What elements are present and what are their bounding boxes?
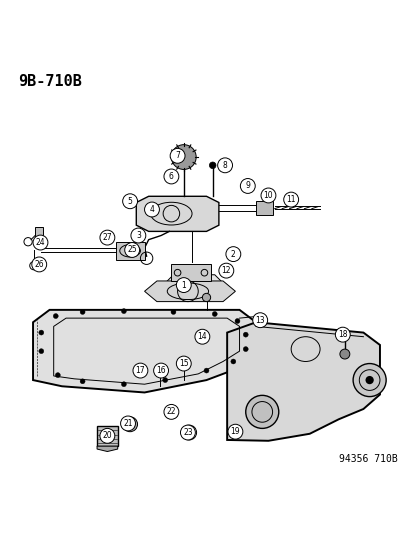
Text: 25: 25 — [127, 246, 137, 254]
Circle shape — [228, 424, 242, 439]
Text: 11: 11 — [286, 195, 295, 204]
Text: 6: 6 — [169, 172, 173, 181]
Circle shape — [218, 263, 233, 278]
Text: 16: 16 — [156, 366, 166, 375]
Circle shape — [55, 373, 60, 377]
Text: 18: 18 — [337, 330, 347, 339]
Text: 9: 9 — [245, 181, 249, 190]
Circle shape — [171, 310, 176, 314]
Circle shape — [80, 310, 85, 314]
Circle shape — [124, 243, 139, 257]
Circle shape — [209, 162, 216, 168]
Circle shape — [80, 379, 85, 384]
Text: 10: 10 — [263, 191, 273, 200]
Circle shape — [122, 417, 137, 432]
Text: 13: 13 — [255, 316, 264, 325]
Text: 23: 23 — [183, 428, 192, 437]
Text: 3: 3 — [135, 231, 140, 240]
Circle shape — [53, 313, 58, 319]
Circle shape — [365, 376, 373, 384]
Circle shape — [120, 416, 135, 431]
Text: 17: 17 — [135, 366, 145, 375]
Polygon shape — [97, 446, 117, 451]
Text: 21: 21 — [123, 419, 133, 428]
Circle shape — [352, 364, 385, 397]
Circle shape — [144, 202, 159, 217]
Circle shape — [212, 311, 217, 317]
Polygon shape — [33, 310, 256, 392]
Circle shape — [133, 363, 147, 378]
Circle shape — [176, 356, 191, 371]
Text: 14: 14 — [197, 332, 206, 341]
Circle shape — [164, 169, 178, 184]
Text: 12: 12 — [221, 266, 230, 275]
Circle shape — [100, 429, 114, 443]
Text: 15: 15 — [178, 359, 188, 368]
Circle shape — [243, 332, 248, 337]
Polygon shape — [35, 227, 43, 244]
Circle shape — [39, 330, 44, 335]
Circle shape — [32, 257, 47, 272]
Circle shape — [202, 293, 210, 302]
Circle shape — [225, 247, 240, 262]
Circle shape — [121, 309, 126, 313]
Circle shape — [122, 194, 137, 209]
Circle shape — [176, 278, 191, 293]
Circle shape — [252, 313, 267, 328]
Circle shape — [100, 230, 114, 245]
Circle shape — [235, 319, 240, 324]
Circle shape — [245, 395, 278, 429]
Polygon shape — [144, 281, 235, 302]
Circle shape — [195, 329, 209, 344]
Text: 22: 22 — [166, 407, 176, 416]
Circle shape — [204, 368, 209, 373]
Text: 20: 20 — [102, 431, 112, 440]
Polygon shape — [157, 274, 227, 300]
Text: 19: 19 — [230, 427, 240, 436]
Circle shape — [171, 144, 196, 169]
Circle shape — [339, 349, 349, 359]
Circle shape — [153, 363, 168, 378]
Circle shape — [134, 368, 142, 376]
Circle shape — [335, 327, 349, 342]
Text: 27: 27 — [102, 233, 112, 242]
Circle shape — [162, 377, 167, 383]
Text: 5: 5 — [127, 197, 132, 206]
Polygon shape — [256, 201, 272, 215]
Text: 24: 24 — [36, 238, 45, 247]
Text: 26: 26 — [34, 260, 44, 269]
Polygon shape — [171, 264, 210, 281]
Polygon shape — [97, 425, 117, 446]
Circle shape — [39, 349, 44, 353]
Circle shape — [180, 425, 195, 440]
Circle shape — [157, 369, 163, 376]
Circle shape — [121, 382, 126, 386]
Circle shape — [131, 228, 145, 243]
Polygon shape — [227, 322, 379, 441]
Text: 1: 1 — [181, 280, 186, 289]
Circle shape — [230, 359, 235, 364]
Circle shape — [170, 148, 185, 163]
Circle shape — [283, 192, 298, 207]
Text: 7: 7 — [175, 151, 180, 160]
Circle shape — [260, 188, 275, 203]
Text: 9B-710B: 9B-710B — [19, 75, 82, 90]
Circle shape — [243, 346, 248, 352]
Circle shape — [164, 405, 178, 419]
Polygon shape — [115, 242, 144, 260]
Circle shape — [180, 362, 187, 369]
Text: 4: 4 — [149, 205, 154, 214]
Text: 8: 8 — [222, 161, 227, 170]
Circle shape — [217, 158, 232, 173]
Text: 2: 2 — [230, 249, 235, 259]
Polygon shape — [136, 196, 218, 231]
Text: 94356 710B: 94356 710B — [338, 454, 396, 464]
Circle shape — [240, 179, 255, 193]
Circle shape — [33, 235, 48, 250]
